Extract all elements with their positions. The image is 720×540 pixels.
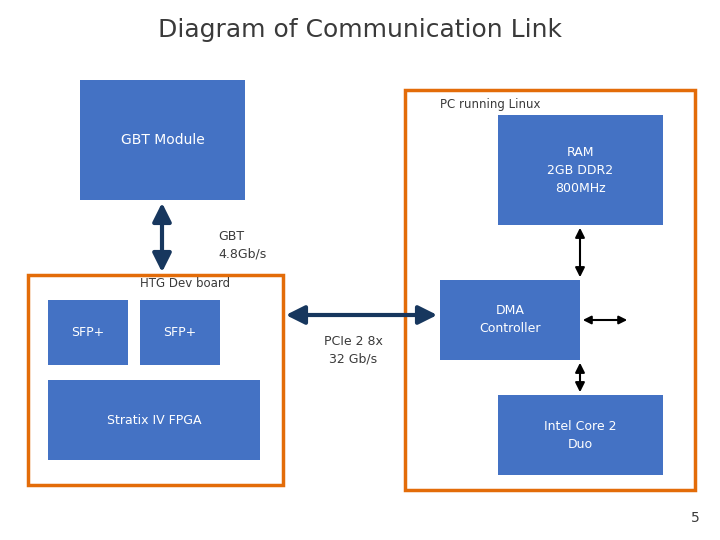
Text: Stratix IV FPGA: Stratix IV FPGA: [107, 414, 202, 427]
Text: RAM
2GB DDR2
800MHz: RAM 2GB DDR2 800MHz: [547, 145, 613, 194]
Text: GBT
4.8Gb/s: GBT 4.8Gb/s: [218, 230, 266, 260]
Text: PCIe 2 8x
32 Gb/s: PCIe 2 8x 32 Gb/s: [323, 335, 382, 366]
Text: SFP+: SFP+: [163, 326, 197, 339]
Text: Intel Core 2
Duo: Intel Core 2 Duo: [544, 420, 617, 450]
FancyBboxPatch shape: [440, 280, 580, 360]
Text: DMA
Controller: DMA Controller: [480, 305, 541, 335]
FancyBboxPatch shape: [48, 300, 128, 365]
Text: GBT Module: GBT Module: [121, 133, 204, 147]
FancyBboxPatch shape: [80, 80, 245, 200]
FancyBboxPatch shape: [498, 115, 663, 225]
Text: Diagram of Communication Link: Diagram of Communication Link: [158, 18, 562, 42]
FancyBboxPatch shape: [48, 380, 260, 460]
Text: 5: 5: [691, 511, 700, 525]
FancyBboxPatch shape: [140, 300, 220, 365]
FancyBboxPatch shape: [498, 395, 663, 475]
Text: HTG Dev board: HTG Dev board: [140, 277, 230, 290]
Text: PC running Linux: PC running Linux: [440, 98, 540, 111]
Text: SFP+: SFP+: [71, 326, 104, 339]
